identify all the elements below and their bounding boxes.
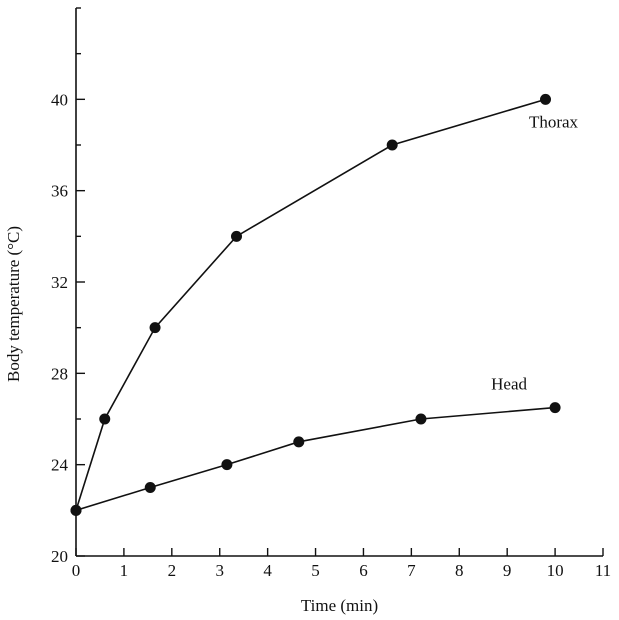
head-data-point-5 <box>549 402 561 414</box>
x-tick-label-6: 6 <box>359 561 368 580</box>
x-tick-label-10: 10 <box>547 561 564 580</box>
head-data-point-3 <box>293 436 305 448</box>
x-tick-label-7: 7 <box>407 561 416 580</box>
thorax-data-point-3 <box>230 230 242 242</box>
thorax-data-point-4 <box>386 139 398 151</box>
y-tick-label-32: 32 <box>51 273 68 292</box>
series-group: Thorax Head <box>70 93 579 516</box>
head-data-point-0 <box>70 504 82 516</box>
thorax-data-point-2 <box>149 322 161 334</box>
x-tick-label-11: 11 <box>595 561 611 580</box>
x-tick-label-1: 1 <box>120 561 129 580</box>
thorax-series-line <box>75 98 546 511</box>
thorax-data-point-1 <box>99 413 111 425</box>
y-axis-title: Body temperature (°C) <box>4 226 23 382</box>
x-tick-label-0: 0 <box>72 561 81 580</box>
x-tick-label-3: 3 <box>215 561 224 580</box>
head-data-point-2 <box>221 459 233 471</box>
axes <box>75 8 603 557</box>
head-data-point-1 <box>144 482 156 493</box>
x-tick-label-5: 5 <box>311 561 320 580</box>
x-ticks: 0 1 2 3 4 5 6 7 8 9 10 11 <box>72 548 611 580</box>
thorax-data-point-5 <box>540 93 552 105</box>
x-tick-label-9: 9 <box>503 561 512 580</box>
head-data-point-4 <box>415 413 427 425</box>
head-series-line <box>75 406 556 512</box>
x-tick-label-8: 8 <box>455 561 464 580</box>
y-ticks: 20 24 28 32 36 40 <box>51 7 85 566</box>
y-tick-label-20: 20 <box>51 547 68 566</box>
thorax-series-label: Thorax <box>529 112 579 131</box>
y-tick-label-28: 28 <box>51 364 68 383</box>
y-tick-label-40: 40 <box>51 90 68 109</box>
x-tick-label-4: 4 <box>263 561 272 580</box>
head-series-label: Head <box>491 375 527 394</box>
y-tick-label-36: 36 <box>51 182 68 201</box>
y-tick-label-24: 24 <box>51 456 69 475</box>
x-tick-label-2: 2 <box>168 561 177 580</box>
x-axis-title: Time (min) <box>301 596 378 615</box>
